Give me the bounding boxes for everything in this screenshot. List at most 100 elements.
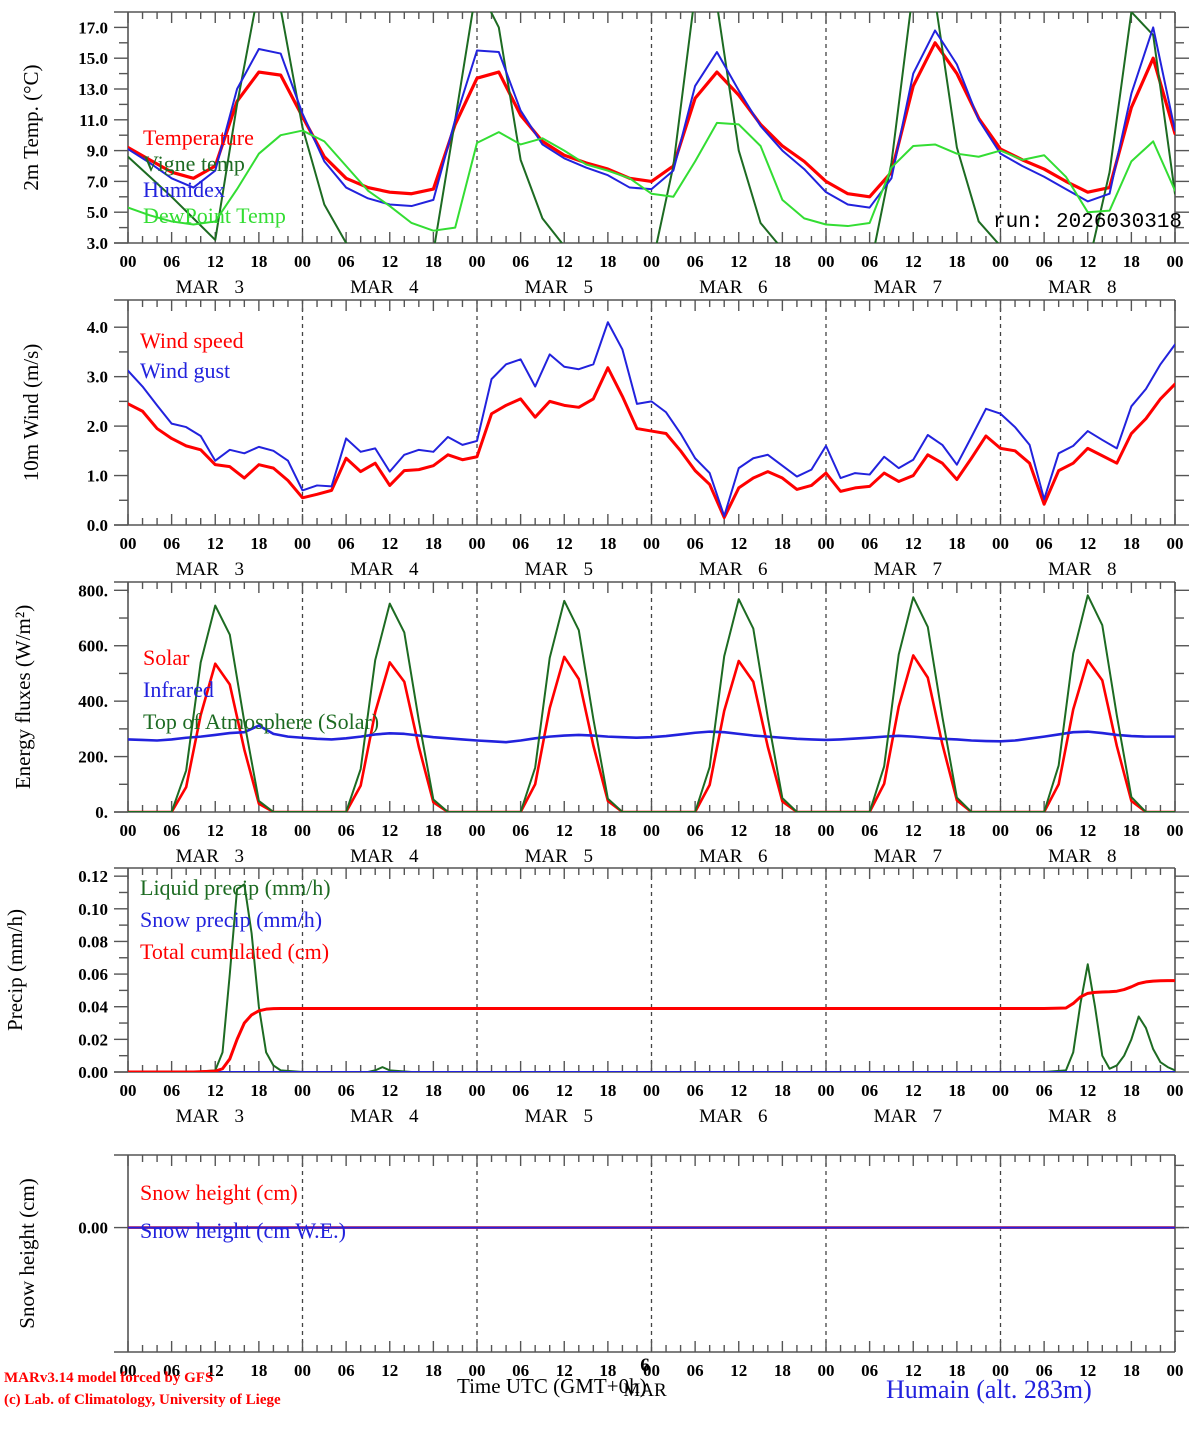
x-hour-label: 12	[905, 534, 922, 553]
x-hour-label: 06	[163, 1361, 180, 1380]
x-hour-label: 06	[861, 1081, 878, 1100]
series-precip-2	[128, 979, 1175, 1072]
x-hour-label: 06	[338, 821, 355, 840]
x-hour-label: 00	[643, 252, 660, 271]
x-hour-label: 00	[120, 252, 137, 271]
x-hour-label: 12	[905, 1081, 922, 1100]
x-day-month: MAR	[350, 846, 394, 867]
legend-precip-1: Snow precip (mm/h)	[140, 907, 322, 932]
x-day-number: 3	[235, 846, 245, 867]
x-day-number: 4	[409, 1106, 419, 1127]
x-hour-label: 06	[163, 821, 180, 840]
legend-energy-1: Infrared	[143, 677, 214, 702]
x-day-number: 8	[1107, 846, 1117, 867]
x-hour-label: 00	[818, 821, 835, 840]
series-energy-1	[128, 724, 1175, 744]
x-day-number: 6	[758, 846, 768, 867]
legend-energy-0: Solar	[143, 645, 190, 670]
x-hour-label: 00	[992, 252, 1009, 271]
panel-snow-ylabel: Snow height (cm)	[15, 1178, 39, 1328]
x-hour-label: 18	[948, 252, 965, 271]
x-hour-label: 00	[469, 1361, 486, 1380]
x-hour-label: 00	[1167, 1361, 1184, 1380]
x-hour-label: 06	[687, 821, 704, 840]
x-hour-label: 18	[425, 1081, 442, 1100]
x-day-month: MAR	[176, 277, 220, 298]
x-hour-label: 18	[948, 534, 965, 553]
x-day-number: 5	[584, 1106, 594, 1127]
series-wind-1	[128, 321, 1175, 518]
x-hour-label: 00	[1167, 1081, 1184, 1100]
series-temperature-2	[128, 26, 1175, 209]
x-hour-label: 00	[294, 1081, 311, 1100]
center-day-number: 6	[640, 1355, 650, 1376]
x-hour-label: 12	[381, 1081, 398, 1100]
x-day-number: 6	[758, 1106, 768, 1127]
x-hour-label: 12	[207, 534, 224, 553]
x-hour-label: 18	[250, 252, 267, 271]
x-day-number: 5	[584, 846, 594, 867]
x-hour-label: 18	[1123, 1361, 1140, 1380]
x-hour-label: 00	[643, 1081, 660, 1100]
x-hour-label: 00	[1167, 821, 1184, 840]
footer-copyright-line: (c) Lab. of Climatology, University of L…	[4, 1392, 281, 1408]
x-hour-label: 18	[948, 821, 965, 840]
x-hour-label: 18	[599, 1081, 616, 1100]
x-hour-label: 18	[425, 252, 442, 271]
x-hour-label: 18	[774, 534, 791, 553]
x-hour-label: 06	[338, 252, 355, 271]
legend-temperature-1: Vigne temp	[143, 151, 245, 176]
x-day-number: 5	[584, 559, 594, 580]
x-hour-label: 18	[774, 821, 791, 840]
x-day-number: 3	[235, 559, 245, 580]
x-hour-label: 18	[1123, 821, 1140, 840]
x-hour-label: 18	[599, 534, 616, 553]
x-hour-label: 12	[730, 534, 747, 553]
legend-snow-0: Snow height (cm)	[140, 1180, 298, 1205]
series-temperature-3	[128, 121, 1175, 232]
legend-snow-1: Snow height (cm W.E.)	[140, 1218, 346, 1243]
x-hour-label: 06	[163, 1081, 180, 1100]
run-annotation: run: 2026030318	[993, 211, 1182, 234]
x-hour-label: 12	[730, 821, 747, 840]
x-hour-label: 12	[556, 252, 573, 271]
panel-temperature-ylabel: 2m Temp. (°C)	[19, 64, 43, 190]
y-tick-label: 200.	[78, 748, 108, 767]
x-hour-label: 06	[687, 534, 704, 553]
x-day-month: MAR	[699, 1106, 743, 1127]
x-hour-label: 00	[818, 252, 835, 271]
x-day-month: MAR	[1048, 559, 1092, 580]
x-hour-label: 06	[687, 1361, 704, 1380]
x-day-number: 4	[409, 559, 419, 580]
x-hour-label: 18	[425, 1361, 442, 1380]
x-day-month: MAR	[874, 277, 918, 298]
x-hour-label: 06	[512, 1081, 529, 1100]
x-hour-label: 00	[120, 1081, 137, 1100]
x-hour-label: 00	[120, 821, 137, 840]
y-tick-label: 0.0	[87, 516, 108, 535]
x-hour-label: 00	[818, 534, 835, 553]
x-hour-label: 12	[730, 1081, 747, 1100]
x-day-number: 3	[235, 1106, 245, 1127]
x-day-month: MAR	[176, 846, 220, 867]
footer-model-line: MARv3.14 model forced by GFS	[4, 1370, 213, 1386]
x-hour-label: 06	[687, 1081, 704, 1100]
x-hour-label: 18	[1123, 534, 1140, 553]
x-hour-label: 06	[512, 821, 529, 840]
x-day-number: 6	[758, 277, 768, 298]
x-hour-label: 06	[1036, 1081, 1053, 1100]
x-hour-label: 06	[163, 534, 180, 553]
x-hour-label: 06	[861, 534, 878, 553]
x-day-month: MAR	[176, 559, 220, 580]
x-hour-label: 18	[774, 1361, 791, 1380]
legend-temperature-2: Humidex	[143, 177, 225, 202]
x-hour-label: 12	[1079, 534, 1096, 553]
x-day-number: 4	[409, 277, 419, 298]
x-day-number: 8	[1107, 1106, 1117, 1127]
x-hour-label: 18	[1123, 252, 1140, 271]
y-tick-label: 3.0	[87, 234, 108, 253]
legend-temperature-0: Temperature	[143, 125, 254, 150]
x-day-month: MAR	[525, 277, 569, 298]
